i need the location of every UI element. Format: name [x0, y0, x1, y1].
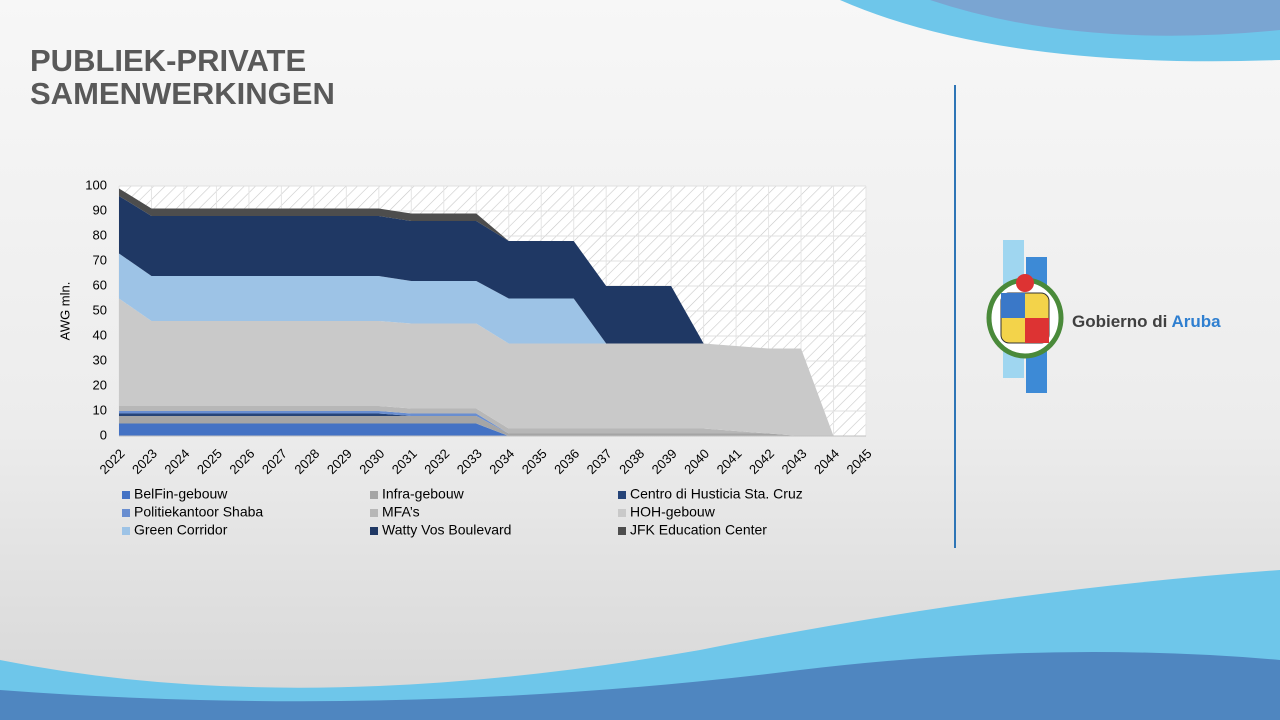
legend-swatch [370, 509, 378, 517]
y-tick-label: 50 [93, 302, 107, 317]
title-line: PUBLIEK-PRIVATE [30, 43, 306, 78]
y-tick-label: 40 [93, 327, 107, 342]
y-tick-label: 10 [93, 402, 107, 417]
logo-crest [1016, 274, 1034, 292]
legend-swatch [618, 491, 626, 499]
y-tick-label: 60 [93, 277, 107, 292]
legend-label: Green Corridor [134, 522, 228, 538]
area [119, 413, 866, 436]
area [119, 298, 866, 436]
y-axis-label: AWG mln. [57, 282, 72, 341]
wave-top-2 [930, 0, 1280, 36]
legend-label: Infra-gebouw [382, 486, 465, 502]
y-tick-label: 0 [100, 427, 107, 442]
y-tick-label: 20 [93, 377, 107, 392]
legend-swatch [370, 527, 378, 535]
legend-label: BelFin-gebouw [134, 486, 228, 502]
logo-text-1: Gobierno di [1072, 312, 1167, 331]
area [119, 196, 866, 436]
legend-label: JFK Education Center [630, 522, 767, 538]
logo-text-2: Aruba [1171, 312, 1221, 331]
logo-text: Gobierno di Aruba [1072, 312, 1221, 331]
logo: Gobierno di Aruba [986, 240, 1221, 393]
legend-label: Centro di Husticia Sta. Cruz [630, 486, 803, 502]
wave-bottom-2 [0, 652, 1280, 720]
legend-label: HOH-gebouw [630, 504, 716, 520]
legend-label: Politiekantoor Shaba [134, 504, 263, 520]
y-tick-label: 70 [93, 252, 107, 267]
area [119, 253, 866, 436]
legend-label: MFA’s [382, 504, 420, 520]
legend-swatch [122, 527, 130, 535]
legend-label: Watty Vos Boulevard [382, 522, 511, 538]
y-tick-label: 80 [93, 227, 107, 242]
legend-swatch [370, 491, 378, 499]
legend-swatch [122, 491, 130, 499]
logo-quarter [1025, 318, 1049, 343]
y-tick-label: 30 [93, 352, 107, 367]
legend-swatch [618, 527, 626, 535]
y-tick-label: 100 [85, 177, 107, 192]
logo-quarter [1001, 293, 1025, 318]
y-tick-label: 90 [93, 202, 107, 217]
legend-swatch [122, 509, 130, 517]
title-line: SAMENWERKINGEN [30, 76, 335, 111]
legend-swatch [618, 509, 626, 517]
area [119, 188, 866, 436]
area [119, 416, 866, 436]
